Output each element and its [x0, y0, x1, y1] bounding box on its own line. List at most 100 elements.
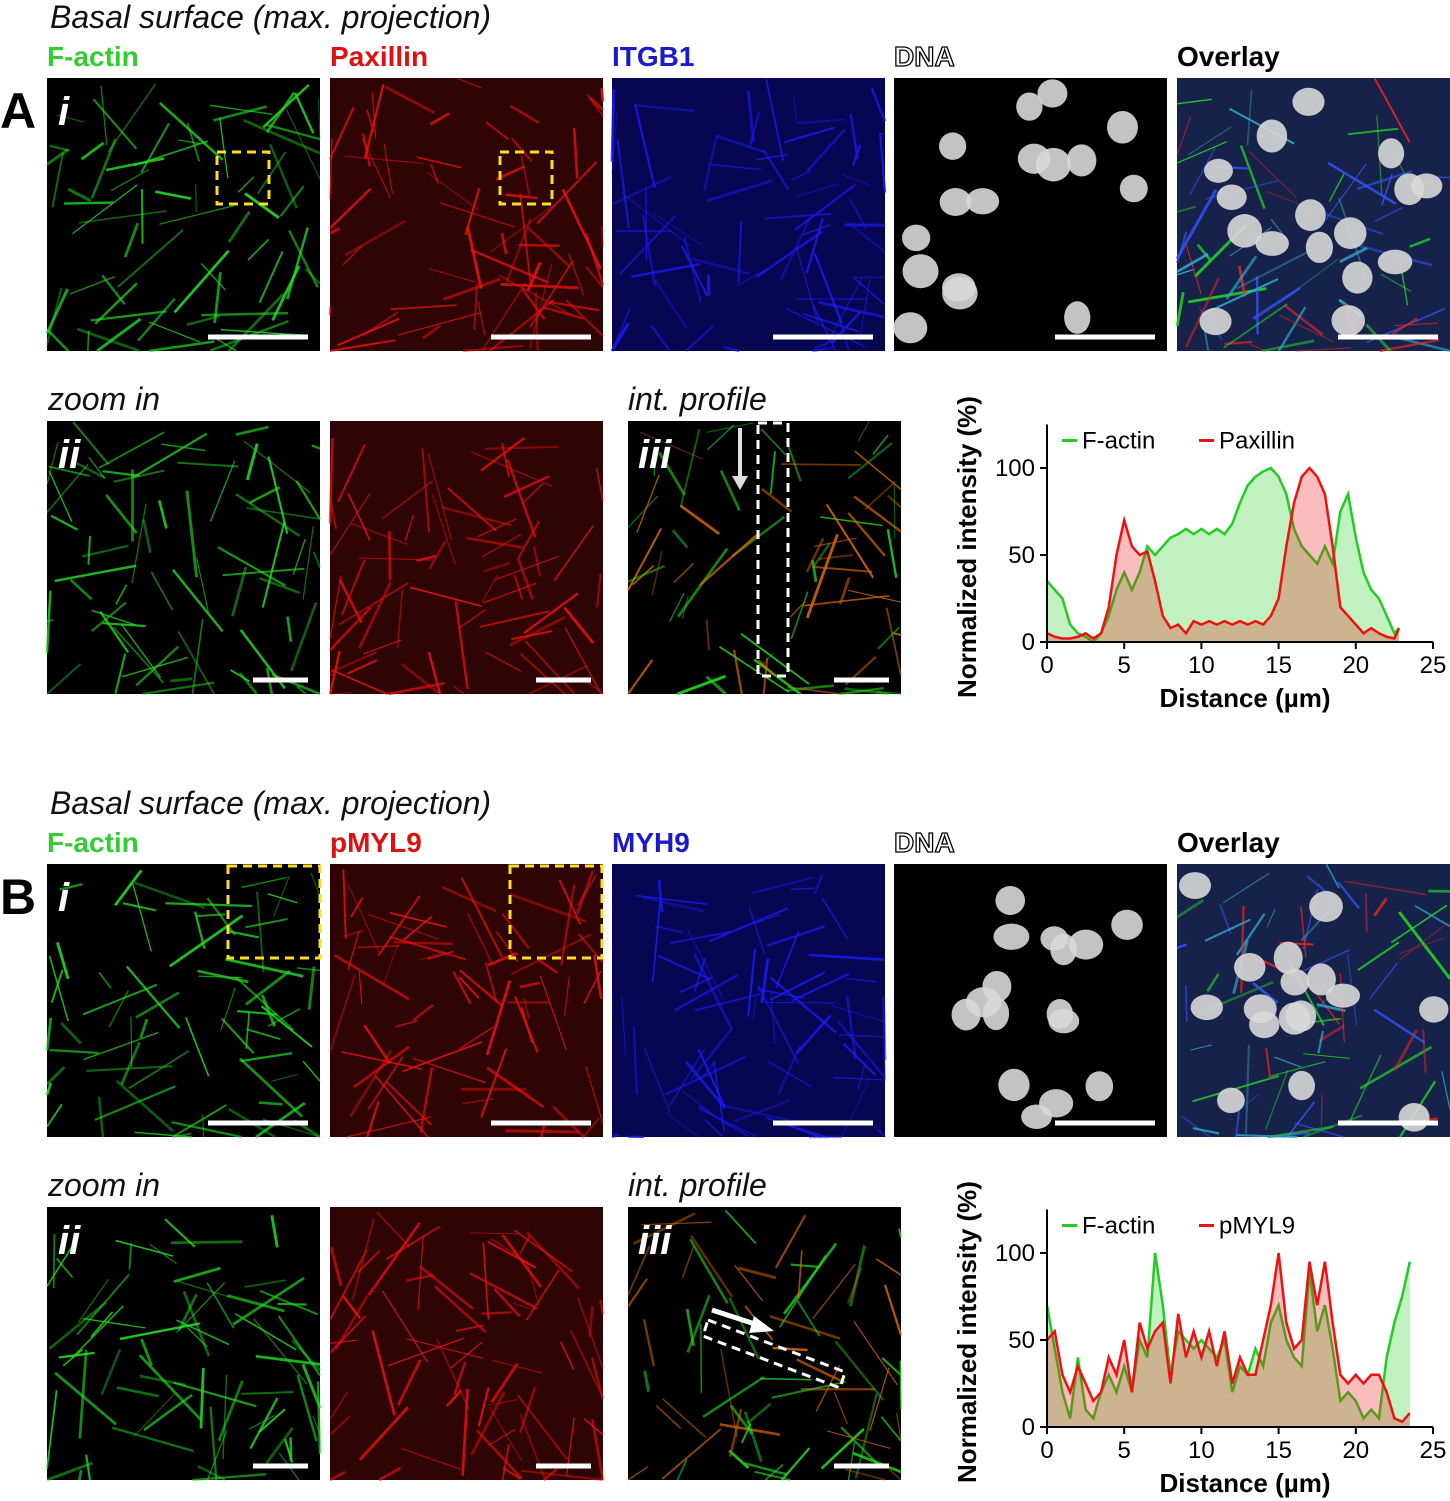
fiber — [417, 1235, 424, 1311]
x-tick-label: 5 — [1118, 652, 1131, 679]
fiber — [265, 1426, 294, 1464]
fiber — [759, 1377, 812, 1381]
fiber — [341, 1051, 422, 1070]
fiber — [845, 1468, 886, 1481]
fiber — [805, 217, 824, 274]
fiber — [439, 202, 516, 228]
fiber — [128, 1242, 133, 1270]
fiber — [1274, 1056, 1302, 1068]
fiber — [505, 218, 532, 284]
micrograph — [894, 864, 1167, 1137]
nucleus — [966, 188, 1000, 215]
nucleus — [1256, 119, 1288, 153]
fiber — [138, 1354, 203, 1421]
fiber — [832, 1005, 886, 1023]
channel-label: Overlay — [1177, 827, 1280, 858]
arrow — [711, 1307, 759, 1328]
fiber — [209, 461, 236, 522]
fiber — [255, 1101, 306, 1139]
fiber — [256, 151, 287, 195]
area — [1047, 1253, 1410, 1427]
fiber — [120, 1041, 141, 1086]
fiber — [627, 1466, 649, 1481]
nucleus — [1016, 92, 1043, 121]
fiber — [857, 1061, 867, 1090]
fiber — [564, 627, 602, 695]
fiber — [197, 969, 249, 984]
fiber — [98, 971, 112, 989]
fiber — [560, 1341, 575, 1370]
fiber — [77, 1278, 110, 1323]
fiber — [898, 1228, 902, 1238]
fiber — [1268, 1061, 1326, 1078]
nucleus — [1085, 1071, 1114, 1102]
roi-box — [215, 150, 271, 206]
fiber — [1190, 1044, 1213, 1051]
fiber — [248, 1414, 276, 1430]
fiber — [1239, 145, 1266, 210]
y-tick-label: 0 — [1022, 1414, 1035, 1441]
fiber — [191, 618, 204, 695]
fiber — [72, 421, 110, 465]
fiber — [825, 503, 875, 579]
row-label: i — [58, 876, 70, 920]
micrograph — [1176, 864, 1450, 1139]
fiber — [705, 675, 727, 696]
channel-label: F-actin — [47, 41, 139, 72]
fiber — [302, 526, 314, 600]
fiber — [1414, 905, 1450, 928]
fiber — [171, 1120, 242, 1139]
nucleus — [1204, 158, 1233, 183]
fiber — [464, 188, 481, 236]
fiber — [674, 973, 739, 1012]
fiber — [465, 536, 524, 549]
fiber — [247, 238, 270, 261]
x-tick-label: 15 — [1265, 652, 1292, 679]
legend-label: F-actin — [1082, 1213, 1155, 1240]
fiber — [46, 1103, 63, 1128]
micrograph — [610, 78, 887, 353]
fiber — [82, 983, 158, 1016]
nucleus — [1419, 996, 1449, 1023]
fiber — [746, 90, 756, 142]
fiber — [119, 1322, 200, 1341]
fiber — [357, 945, 400, 949]
fiber — [395, 1019, 419, 1028]
fiber — [621, 996, 627, 1056]
fiber — [893, 632, 902, 636]
fiber — [679, 504, 721, 535]
fiber — [510, 933, 592, 976]
fiber — [1409, 237, 1431, 248]
fiber — [1373, 897, 1388, 917]
fiber — [85, 1454, 92, 1481]
fiber — [331, 669, 388, 695]
fiber — [447, 487, 497, 532]
fiber — [220, 329, 304, 336]
fiber — [627, 565, 665, 583]
fiber — [519, 1413, 547, 1481]
fiber — [1339, 246, 1368, 264]
fiber — [329, 1415, 351, 1436]
image-tint — [330, 421, 603, 694]
fiber — [517, 520, 540, 559]
fiber — [1176, 252, 1209, 273]
fiber — [49, 1048, 99, 1055]
fiber — [815, 1364, 841, 1412]
fiber — [412, 1004, 434, 1022]
fiber — [732, 1099, 791, 1123]
fiber — [235, 425, 269, 436]
fiber — [505, 1129, 580, 1134]
fiber — [501, 442, 510, 477]
fiber — [255, 1354, 321, 1366]
fiber — [590, 1357, 604, 1400]
fiber — [270, 1215, 279, 1248]
fiber — [470, 248, 549, 284]
y-tick-label: 0 — [1022, 629, 1035, 656]
panel-letter: B — [0, 869, 36, 925]
fiber — [655, 1404, 682, 1429]
roi-box — [756, 421, 790, 678]
fiber — [56, 941, 70, 980]
fiber — [226, 929, 259, 939]
image-background — [47, 1207, 320, 1480]
fiber — [246, 1028, 281, 1041]
